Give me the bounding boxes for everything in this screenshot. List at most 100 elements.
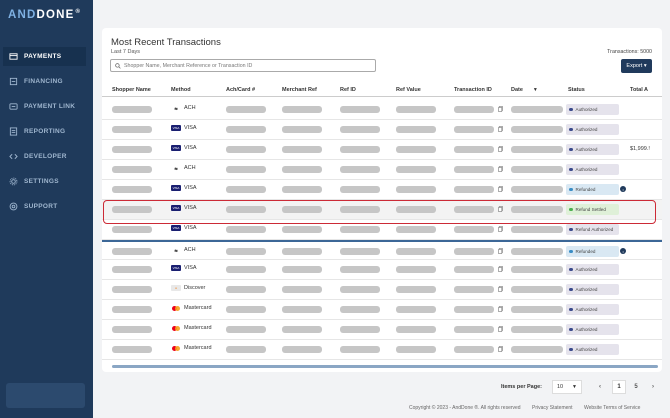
redacted-cell: [340, 266, 380, 273]
table-row[interactable]: VISA VISA Refund Authorized: [102, 220, 662, 240]
table-row[interactable]: VISA VISA Authorized $1,999.!: [102, 140, 662, 160]
redacted-cell: [511, 286, 563, 293]
copy-icon[interactable]: [498, 266, 503, 272]
export-button[interactable]: Export ▾: [621, 59, 652, 73]
support-icon: [9, 202, 18, 211]
redacted-cell: [454, 166, 494, 173]
items-per-page-value: 10: [557, 384, 564, 390]
copy-icon[interactable]: [498, 146, 503, 152]
col-method[interactable]: Method: [171, 87, 191, 93]
sort-desc-icon[interactable]: ▼: [532, 87, 538, 93]
redacted-cell: [454, 206, 494, 213]
col-ref-id[interactable]: Ref ID: [340, 87, 356, 93]
redacted-cell: [511, 186, 563, 193]
table-row[interactable]: VISA VISA Refund Settled: [102, 200, 662, 220]
visa-icon: VISA: [171, 265, 181, 271]
redacted-cell: [396, 266, 436, 273]
privacy-link[interactable]: Privacy Statement: [531, 405, 573, 411]
sidebar-user-panel[interactable]: [6, 383, 85, 408]
copy-icon[interactable]: [498, 286, 503, 292]
redacted-cell: [511, 306, 563, 313]
prev-page-button[interactable]: ‹: [599, 384, 601, 390]
table-row[interactable]: ● Discover Authorized: [102, 280, 662, 300]
col-card-number[interactable]: Ach/Card #: [226, 87, 256, 93]
copy-icon[interactable]: [498, 126, 503, 132]
redacted-cell: [511, 166, 563, 173]
redacted-cell: [396, 186, 436, 193]
chevron-down-icon: ▼: [572, 384, 577, 390]
redacted-cell: [282, 346, 322, 353]
copy-icon[interactable]: [498, 326, 503, 332]
table-row[interactable]: VISA VISA Refunded ı: [102, 180, 662, 200]
col-total-amount[interactable]: Total A: [630, 87, 649, 93]
copy-icon[interactable]: [498, 106, 503, 112]
table-row[interactable]: ⇆ ACH Authorized: [102, 100, 662, 120]
payments-icon: [9, 52, 18, 61]
copy-icon[interactable]: [498, 248, 503, 254]
financing-icon: [9, 77, 18, 86]
col-transaction-id[interactable]: Transaction ID: [454, 87, 492, 93]
table-row[interactable]: VISA VISA Authorized: [102, 120, 662, 140]
status-label: Authorized: [575, 307, 598, 312]
table-row[interactable]: Mastercard Authorized: [102, 300, 662, 320]
sidebar-item-reporting[interactable]: REPORTING: [3, 122, 86, 141]
redacted-cell: [511, 266, 563, 273]
copy-icon[interactable]: [498, 166, 503, 172]
redacted-cell: [112, 326, 152, 333]
sidebar-item-support[interactable]: SUPPORT: [3, 197, 86, 216]
copy-icon[interactable]: [498, 206, 503, 212]
method-label: Mastercard: [184, 325, 212, 331]
terms-link[interactable]: Website Terms of Service: [583, 405, 641, 411]
redacted-cell: [112, 286, 152, 293]
payment-method: VISA VISA: [171, 185, 197, 191]
sidebar-item-developer[interactable]: DEVELOPER: [3, 147, 86, 166]
redacted-cell: [454, 126, 494, 133]
redacted-cell: [454, 146, 494, 153]
table-row[interactable]: Mastercard Authorized: [102, 320, 662, 340]
next-page-button[interactable]: ›: [652, 384, 654, 390]
horizontal-scrollbar[interactable]: [112, 365, 658, 368]
status-dot: [569, 127, 573, 132]
redacted-cell: [282, 146, 322, 153]
sidebar-item-payment-link[interactable]: PAYMENT LINK: [3, 97, 86, 116]
visa-icon: VISA: [171, 145, 181, 151]
search-input[interactable]: Shopper Name, Merchant Reference or Tran…: [110, 59, 376, 72]
status-badge: Refund Authorized: [566, 224, 619, 235]
redacted-cell: [340, 186, 380, 193]
table-row[interactable]: Mastercard Authorized: [102, 340, 662, 360]
sidebar-item-financing[interactable]: FINANCING: [3, 72, 86, 91]
status-dot: [569, 267, 573, 272]
col-shopper-name[interactable]: Shopper Name: [112, 87, 151, 93]
redacted-cell: [511, 326, 563, 333]
table-row[interactable]: VISA VISA Authorized: [102, 260, 662, 280]
redacted-cell: [282, 186, 322, 193]
col-date-label: Date: [511, 87, 523, 93]
table-row[interactable]: ⇆ ACH Authorized: [102, 160, 662, 180]
copy-icon[interactable]: [498, 226, 503, 232]
copy-icon[interactable]: [498, 186, 503, 192]
redacted-cell: [511, 346, 563, 353]
sidebar-item-payments[interactable]: PAYMENTS: [3, 47, 86, 66]
page-1-button[interactable]: 1: [612, 380, 626, 394]
col-merchant-ref[interactable]: Merchant Ref: [282, 87, 317, 93]
redacted-cell: [396, 286, 436, 293]
table-row[interactable]: ⇆ ACH Refunded ı: [102, 240, 662, 260]
col-date[interactable]: Date ▼: [511, 87, 538, 93]
copy-icon[interactable]: [498, 306, 503, 312]
page-5-button[interactable]: 5: [634, 384, 638, 390]
redacted-cell: [282, 248, 322, 255]
info-icon[interactable]: ı: [620, 248, 626, 254]
col-ref-value[interactable]: Ref Value: [396, 87, 421, 93]
redacted-cell: [112, 186, 152, 193]
logo-registered-mark: ®: [75, 9, 82, 16]
status-badge: Refunded: [566, 184, 619, 195]
items-per-page-select[interactable]: 10 ▼: [552, 380, 582, 394]
sidebar-item-settings[interactable]: SETTINGS: [3, 172, 86, 191]
pagination: Items per Page: 10 ▼ ‹ 1 5 ›: [0, 378, 670, 398]
copy-icon[interactable]: [498, 346, 503, 352]
anddone-logo[interactable]: ANDDONE®: [8, 9, 81, 21]
col-status[interactable]: Status: [568, 87, 585, 93]
info-icon[interactable]: ı: [620, 186, 626, 192]
sidebar: ANDDONE® PAYMENTS FINANCING PAYMENT LINK RE…: [0, 0, 93, 418]
method-label: Mastercard: [184, 345, 212, 351]
